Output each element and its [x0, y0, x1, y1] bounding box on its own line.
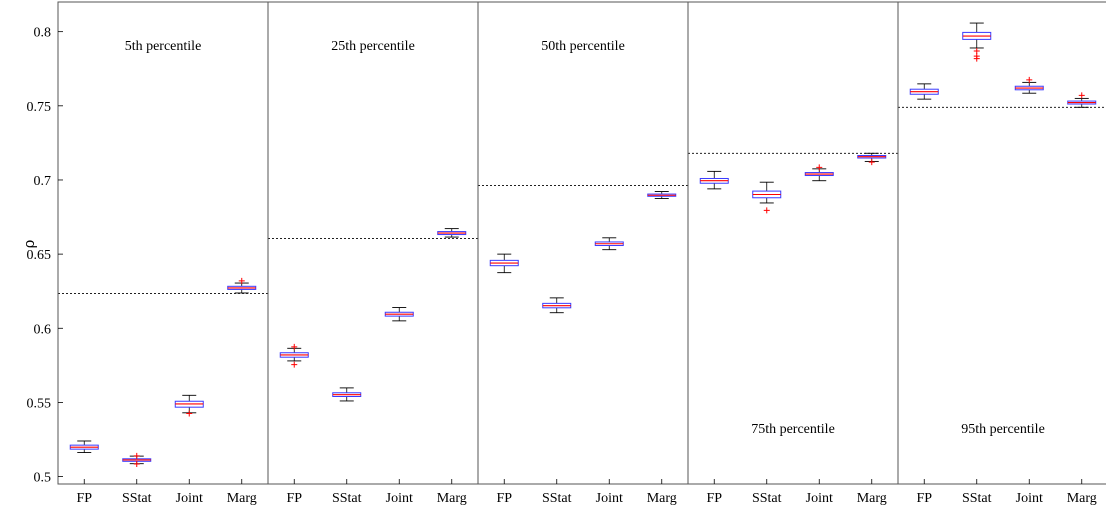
- x-tick-label: SStat: [962, 491, 992, 506]
- panel-label: 95th percentile: [961, 422, 1045, 437]
- x-tick-label: Marg: [1067, 491, 1097, 506]
- panel-2: 25th percentile: [268, 39, 478, 402]
- outlier-marker: [763, 207, 770, 214]
- panels-layer: 5th percentile 25th percentile 50th percen…: [58, 22, 1106, 467]
- box-marg: [647, 191, 677, 199]
- outlier-marker: [238, 277, 245, 284]
- y-tick-label: 0.75: [27, 100, 52, 115]
- panel-label: 5th percentile: [125, 39, 202, 54]
- outlier-marker: [186, 410, 193, 417]
- box-sstat: [332, 387, 362, 402]
- y-tick-label: 0.5: [34, 471, 52, 486]
- box-fp: [279, 343, 309, 368]
- x-tick-label: Marg: [437, 491, 467, 506]
- box-sstat: [752, 181, 782, 214]
- box-joint: [384, 307, 414, 322]
- x-axis: FP SStat Joint Marg FP SStat Joint Marg FP SStat J…: [76, 479, 1097, 506]
- y-tick-label: 0.65: [27, 248, 52, 263]
- x-tick-label: Marg: [227, 491, 257, 506]
- outlier-marker: [133, 460, 140, 467]
- panel-3: 50th percentile: [478, 39, 688, 314]
- outlier-marker: [1026, 76, 1033, 83]
- outlier-marker: [291, 343, 298, 350]
- plot-frame: [57, 1, 1106, 485]
- box-marg: [1067, 92, 1097, 108]
- box-sstat: [542, 297, 572, 314]
- box-marg: [437, 228, 467, 238]
- plot-border: [57, 1, 1106, 485]
- y-axis: 0.5 0.55 0.6 0.65 0.7 0.75 0.8: [27, 26, 63, 486]
- x-tick-label: SStat: [332, 491, 362, 506]
- box-joint: [594, 237, 624, 251]
- x-tick-label: FP: [706, 491, 722, 506]
- x-tick-label: Joint: [1016, 491, 1043, 506]
- outlier-marker: [291, 361, 298, 368]
- panel-1: 5th percentile: [58, 39, 268, 467]
- x-tick-label: Joint: [596, 491, 623, 506]
- outlier-marker: [133, 452, 140, 459]
- box-joint: [804, 164, 834, 182]
- outlier-marker: [973, 47, 980, 54]
- box-sstat: [962, 22, 992, 62]
- x-tick-label: FP: [76, 491, 92, 506]
- panel-label: 50th percentile: [541, 39, 625, 54]
- x-tick-label: Joint: [386, 491, 413, 506]
- outlier-marker: [973, 55, 980, 62]
- box-marg: [227, 277, 257, 294]
- outlier-marker: [1078, 92, 1085, 99]
- x-tick-label: Marg: [647, 491, 677, 506]
- box-fp: [69, 440, 99, 454]
- outlier-marker: [868, 159, 875, 166]
- box-fp: [909, 83, 939, 100]
- panel-label: 25th percentile: [331, 39, 415, 54]
- box-fp: [489, 253, 519, 274]
- x-tick-label: FP: [286, 491, 302, 506]
- box-marg: [857, 152, 887, 166]
- box-sstat: [122, 452, 152, 467]
- x-tick-label: Marg: [857, 491, 887, 506]
- box-fp: [699, 170, 729, 190]
- outlier-marker: [816, 164, 823, 171]
- x-tick-label: Joint: [176, 491, 203, 506]
- y-tick-label: 0.55: [27, 396, 52, 411]
- panel-5: 95th percentile: [898, 22, 1106, 437]
- x-tick-label: Joint: [806, 491, 833, 506]
- y-tick-label: 0.8: [34, 26, 52, 41]
- box-joint: [1014, 76, 1044, 94]
- y-axis-label: ρ: [20, 239, 38, 248]
- box-joint: [174, 394, 204, 417]
- y-tick-label: 0.7: [34, 174, 52, 189]
- x-tick-label: FP: [916, 491, 932, 506]
- y-tick-label: 0.6: [34, 322, 52, 337]
- panel-4: 75th percentile: [688, 152, 898, 437]
- x-tick-label: FP: [496, 491, 512, 506]
- x-tick-label: SStat: [542, 491, 572, 506]
- x-tick-label: SStat: [752, 491, 782, 506]
- x-tick-label: SStat: [122, 491, 152, 506]
- panel-label: 75th percentile: [751, 422, 835, 437]
